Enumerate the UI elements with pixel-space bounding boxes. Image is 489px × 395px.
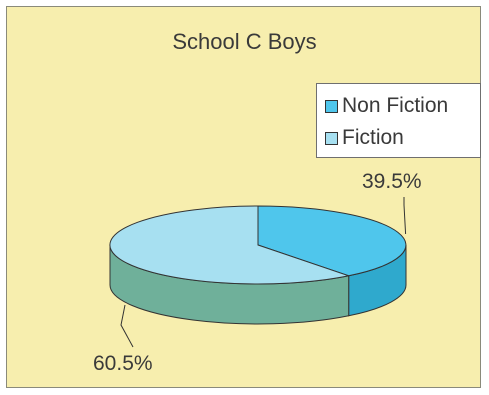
- legend-item-non-fiction: Non Fiction: [325, 94, 448, 118]
- legend-swatch-non-fiction: [325, 99, 338, 113]
- legend-item-fiction: Fiction: [325, 126, 404, 150]
- leader-line-fiction: [120, 304, 134, 348]
- pie-slice-non-fiction: [257, 205, 407, 277]
- data-label-fiction: 60.5%: [93, 352, 153, 375]
- pie-chart-svg: [109, 197, 407, 348]
- leader-line-non-fiction: [403, 197, 407, 235]
- legend-label-non-fiction: Non Fiction: [342, 94, 449, 117]
- pie-slice-fiction: [109, 205, 351, 285]
- legend: Non Fiction Fiction: [316, 83, 481, 158]
- data-label-non-fiction: 39.5%: [362, 170, 422, 193]
- legend-label-fiction: Fiction: [342, 126, 404, 149]
- chart-area: School C Boys Non Fiction Fiction 39.5% …: [6, 6, 481, 388]
- chart-title: School C Boys: [172, 29, 317, 54]
- legend-swatch-fiction: [325, 131, 338, 145]
